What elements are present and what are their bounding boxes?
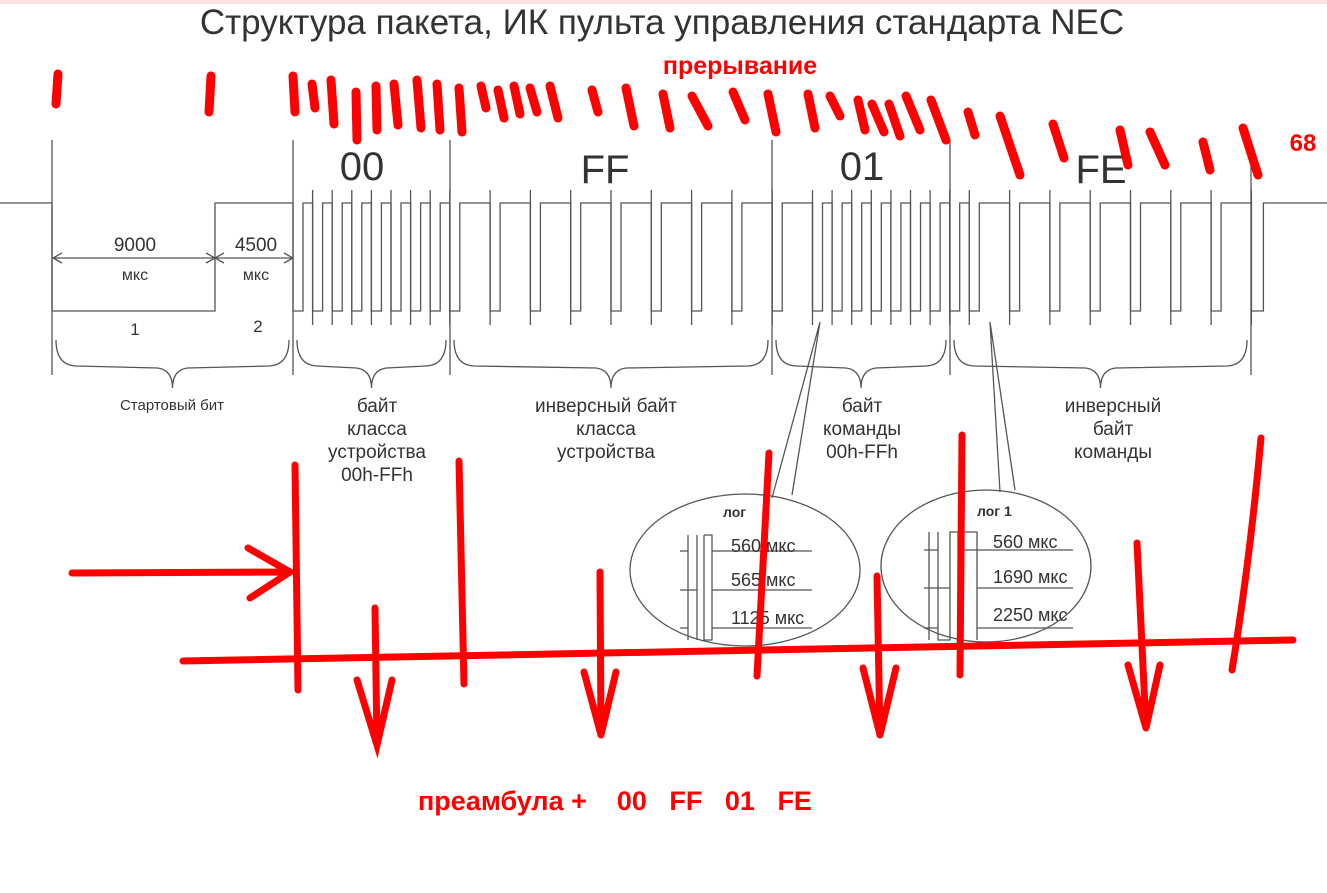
brace — [296, 339, 447, 389]
byte-description-line: класса — [576, 419, 636, 440]
byte-description-line: 00h-FFh — [341, 465, 413, 486]
interrupt-mark — [1115, 125, 1133, 170]
byte-description-line: байт — [842, 396, 883, 417]
interrupt-mark — [1048, 119, 1069, 163]
interrupt-mark — [728, 87, 750, 125]
interrupt-mark — [389, 79, 403, 130]
callout-log0: лог 560 мкс 565 мкс 1125 мкс — [629, 321, 861, 647]
timeline — [179, 636, 1297, 665]
interrupt-mark — [884, 99, 905, 141]
down-arrow — [580, 568, 620, 739]
section-boundaries — [51, 140, 1252, 375]
vertical-marker — [753, 449, 773, 680]
interrupt-mark — [853, 95, 870, 135]
byte-description-line: 00h-FFh — [826, 442, 898, 463]
interrupt-mark — [825, 91, 845, 121]
interrupt-mark — [926, 95, 951, 145]
decoded-summary: преамбула + 00 FF 01 FE — [418, 786, 812, 816]
interrupt-mark — [1145, 127, 1170, 170]
braces — [55, 339, 1248, 389]
interrupt-mark — [204, 71, 216, 117]
brace — [453, 339, 769, 389]
pulse-duration-value: 9000 — [114, 235, 156, 256]
start-bit-label: Стартовый бит — [120, 397, 224, 414]
interrupt-mark — [525, 83, 542, 117]
space-duration-value: 4500 — [235, 235, 277, 256]
interrupt-mark — [307, 79, 320, 113]
bit-ticks — [311, 190, 1253, 325]
interrupt-mark — [1198, 137, 1215, 175]
log1-title: лог 1 — [977, 503, 1012, 519]
interrupt-mark — [687, 91, 713, 131]
byte-label-fe: FE — [1075, 148, 1126, 192]
byte-label-ff: FF — [581, 148, 630, 192]
diagram-title: Структура пакета, ИК пульта управления с… — [200, 3, 1124, 42]
byte-description-line: инверсный — [1065, 396, 1161, 417]
space-duration-unit: мкс — [243, 267, 269, 284]
interrupt-mark — [371, 81, 382, 135]
interrupt-mark — [1238, 123, 1263, 180]
vertical-marker — [455, 457, 468, 688]
brace — [953, 339, 1248, 389]
log0-title: лог — [723, 504, 746, 520]
interrupt-mark — [509, 81, 525, 119]
log0-t3: 1125 мкс — [731, 608, 804, 628]
signal-waveform — [0, 202, 1327, 312]
log1-t3: 2250 мкс — [993, 605, 1068, 625]
top-border — [0, 0, 1327, 4]
part-number-2: 2 — [253, 317, 262, 336]
interrupt-mark — [51, 69, 63, 109]
brace — [775, 339, 947, 389]
vertical-marker — [1228, 434, 1265, 674]
part-number-1: 1 — [130, 320, 139, 339]
byte-description-line: команды — [823, 419, 901, 440]
down-arrow — [1124, 539, 1164, 732]
interrupt-mark — [995, 111, 1025, 180]
interrupt-mark — [351, 87, 362, 145]
vertical-marker — [291, 461, 302, 694]
down-arrow — [353, 604, 396, 759]
interrupt-mark — [412, 75, 426, 133]
interrupt-mark — [763, 89, 781, 137]
interrupt-mark — [901, 91, 925, 135]
interrupt-mark — [587, 85, 603, 117]
interrupt-mark — [288, 71, 300, 117]
interrupt-mark — [493, 85, 509, 123]
interrupt-mark — [545, 81, 563, 123]
byte-description-line: устройства — [557, 442, 655, 463]
byte-description-line: байт — [357, 396, 398, 417]
log1-t2: 1690 мкс — [993, 567, 1068, 587]
byte-description-line: устройства — [328, 442, 426, 463]
vertical-marker — [956, 431, 966, 679]
callout-log1: лог 1 560 мкс 1690 мкс 2250 мкс — [880, 321, 1092, 643]
byte-description-line: класса — [347, 419, 407, 440]
interrupt-mark — [803, 89, 820, 133]
input-arrow — [68, 544, 297, 602]
byte-label-01: 01 — [840, 145, 885, 189]
byte-description-line: команды — [1074, 442, 1152, 463]
interrupt-mark — [326, 75, 339, 129]
down-arrow — [859, 572, 900, 739]
interrupt-count: 68 — [1290, 130, 1317, 157]
pulse-duration-unit: мкс — [122, 267, 148, 284]
interrupt-marks — [51, 69, 1263, 180]
byte-label-00: 00 — [340, 145, 385, 189]
byte-description-line: инверсный байт — [535, 396, 677, 417]
red-annotation-lines — [68, 431, 1297, 759]
interrupt-mark — [432, 79, 445, 135]
log1-t1: 560 мкс — [993, 532, 1058, 552]
interrupt-label: прерывание — [663, 52, 817, 80]
start-bit-dimensions: 9000 мкс 4500 мкс 1 2 — [51, 235, 295, 339]
brace — [55, 339, 290, 389]
interrupt-mark — [621, 83, 639, 131]
interrupt-mark — [963, 107, 980, 140]
interrupt-mark — [867, 99, 889, 137]
interrupt-mark — [658, 89, 675, 133]
byte-description-line: байт — [1093, 419, 1134, 440]
interrupt-mark — [476, 81, 491, 113]
interrupt-mark — [454, 83, 467, 137]
